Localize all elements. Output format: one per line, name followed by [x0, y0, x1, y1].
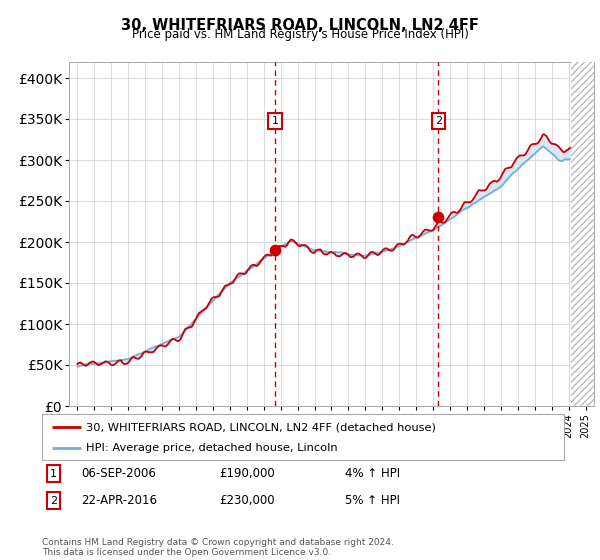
Text: Price paid vs. HM Land Registry's House Price Index (HPI): Price paid vs. HM Land Registry's House … — [131, 28, 469, 41]
Text: 1: 1 — [50, 469, 57, 479]
Bar — [571, 62, 594, 406]
Text: HPI: Average price, detached house, Lincoln: HPI: Average price, detached house, Linc… — [86, 444, 338, 454]
Text: £230,000: £230,000 — [220, 494, 275, 507]
Text: 1: 1 — [272, 116, 278, 125]
Text: £190,000: £190,000 — [220, 467, 275, 480]
Text: 2: 2 — [50, 496, 57, 506]
Text: 06-SEP-2006: 06-SEP-2006 — [81, 467, 156, 480]
Point — [433, 213, 443, 222]
Text: 30, WHITEFRIARS ROAD, LINCOLN, LN2 4FF: 30, WHITEFRIARS ROAD, LINCOLN, LN2 4FF — [121, 18, 479, 33]
Text: 22-APR-2016: 22-APR-2016 — [81, 494, 157, 507]
Text: Contains HM Land Registry data © Crown copyright and database right 2024.
This d: Contains HM Land Registry data © Crown c… — [42, 538, 394, 557]
Text: 4% ↑ HPI: 4% ↑ HPI — [345, 467, 400, 480]
Point — [271, 246, 280, 255]
Text: 5% ↑ HPI: 5% ↑ HPI — [345, 494, 400, 507]
Text: 2: 2 — [434, 116, 442, 125]
Text: 30, WHITEFRIARS ROAD, LINCOLN, LN2 4FF (detached house): 30, WHITEFRIARS ROAD, LINCOLN, LN2 4FF (… — [86, 422, 436, 432]
Bar — [571, 62, 594, 406]
